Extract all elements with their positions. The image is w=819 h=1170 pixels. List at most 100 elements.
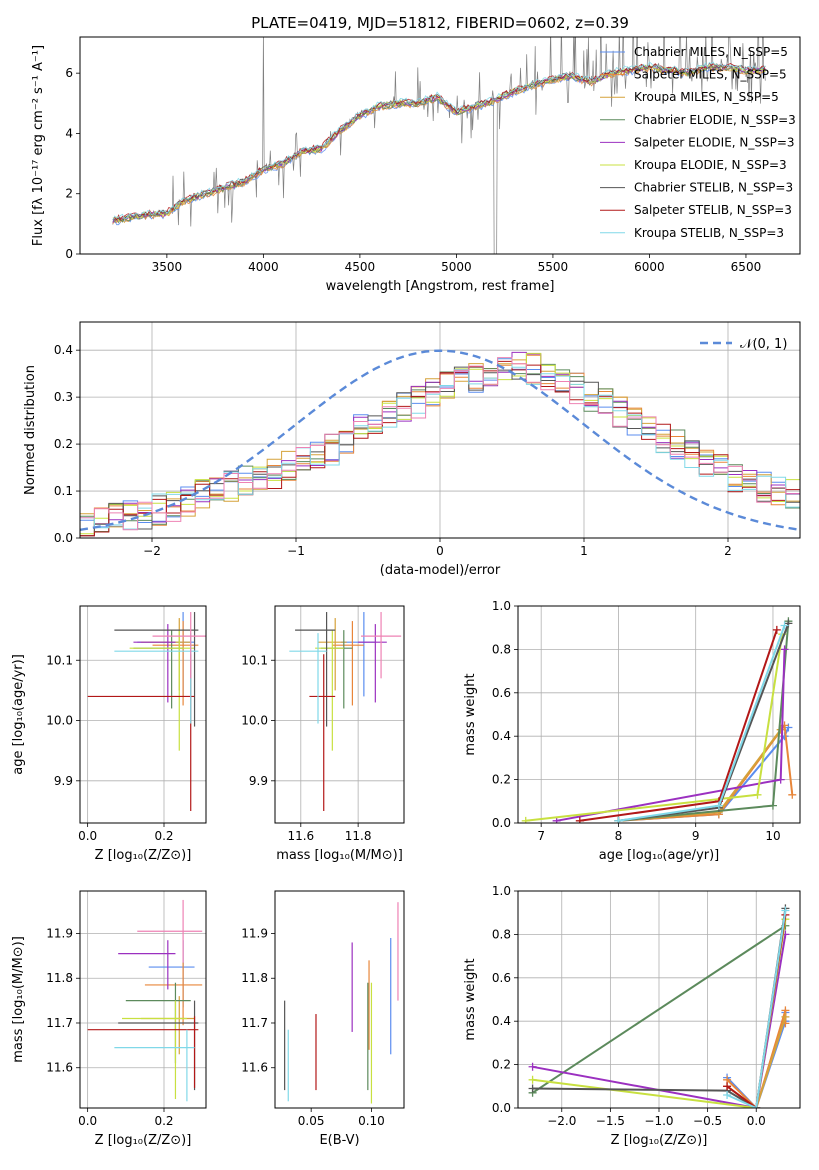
mass_vs_Z-xlabel: Z [log₁₀(Z/Z⊙)]: [95, 1133, 192, 1148]
weight_vs_age-axes: 7 8 9 10 0.0 0.2 0.4 0.6 0.8 1.0 age [log₁₀(age/yr…: [463, 599, 800, 863]
spectrum-xtick-label-4: 5500: [538, 260, 569, 274]
weight_vs_age-marker-chabrier_elodie-1: [768, 801, 777, 810]
residuals-ytick-label-2: 0.2: [54, 437, 73, 451]
weight_vs_Z-marker-salpeter_elodie-0: [528, 1062, 537, 1071]
mass_vs_EBV-plot: [284, 902, 399, 1104]
age_vs_Z-plot: [87, 612, 206, 811]
weight_vs_age-plot: [521, 617, 797, 823]
weight_vs_Z-marker-kroupa_stelib-2: [781, 906, 790, 915]
weight_vs_age-marker-salpeter_stelib-0: [575, 816, 584, 823]
weight_vs_Z-marker-kroupa_stelib-1: [752, 1104, 761, 1108]
residuals-hist-kroupa_elodie: [80, 352, 800, 535]
age_vs_mass-ytick-label-1: 10.0: [241, 714, 268, 728]
weight_vs_Z-marker-kroupa_elodie-0: [528, 1075, 537, 1084]
residuals-xtick-label-0: −2: [143, 544, 161, 558]
mass_vs_EBV-xlabel: E(B-V): [319, 1133, 359, 1148]
weight_vs_Z-marker-chabrier_stelib-0: [528, 1084, 537, 1093]
mass_vs_EBV-frame: [274, 890, 405, 1109]
mass_vs_Z-ytick-label-0: 11.6: [46, 1061, 73, 1075]
mass_vs_EBV-ytick-label-3: 11.9: [241, 927, 268, 941]
spectrum-ylabel: Flux [fλ 10⁻¹⁷ erg cm⁻² s⁻¹ A⁻¹]: [31, 45, 46, 246]
residuals-frame: [79, 321, 801, 539]
weight_vs_age-xtick-label-0: 7: [537, 829, 545, 843]
residuals-ytick-label-3: 0.3: [54, 390, 73, 404]
weight_vs_Z-marker-kroupa_stelib-0: [723, 1090, 732, 1099]
residuals-ytick-label-0: 0.0: [54, 531, 73, 545]
weight_vs_Z-xtick-label-2: −1.0: [644, 1114, 673, 1128]
age_vs_mass-ytick-label-2: 10.1: [241, 653, 268, 667]
legend-label-3: Chabrier ELODIE, N_SSP=3: [634, 113, 796, 127]
residuals-axes: −2 −1 0 1 2 0.0 0.1 0.2 0.3 0.4 (data-model)/error…: [23, 322, 800, 578]
age_vs_mass-xtick-label-0: 11.6: [287, 829, 314, 843]
weight_vs_age-marker-salpeter_miles-3: [788, 790, 797, 799]
weight_vs_age-xtick-label-1: 8: [615, 829, 623, 843]
mass_vs_EBV-ytick-label-0: 11.6: [241, 1061, 268, 1075]
spectrum-axes: 3500 4000 4500 5000 5500 6000 6500 0 2 4 6 waveleng…: [31, 45, 761, 294]
weight_vs_age-xtick-label-3: 10: [765, 829, 780, 843]
weight_vs_age-ytick-label-4: 0.8: [492, 642, 511, 656]
mass_vs_Z-ylabel: mass [log₁₀(M/M⊙)]: [11, 936, 26, 1063]
weight_vs_age-ytick-label-0: 0.0: [492, 816, 511, 830]
residuals-normal-curve: [80, 349, 800, 531]
residuals-xtick-label-2: 0: [436, 544, 444, 558]
mass_vs_EBV-ytick-label-2: 11.8: [241, 971, 268, 985]
spectrum-frame: [79, 36, 801, 255]
legend-label-6: Chabrier STELIB, N_SSP=3: [634, 181, 793, 195]
mass_vs_EBV-xtick-label-0: 0.05: [298, 1114, 325, 1128]
age_vs_mass-axes: 11.6 11.8 9.9 10.0 10.1 mass [log₁₀(M/M⊙)]: [241, 606, 404, 863]
weight_vs_age-ytick-label-2: 0.4: [492, 729, 511, 743]
weight_vs_Z-axes: −2.0 −1.5 −1.0 −0.5 0.0 0.0 0.2 0.4 0.6 0.8 1.0 Z […: [463, 884, 800, 1148]
weight_vs_age-marker-salpeter_elodie-2: [780, 645, 789, 654]
weight_vs_Z-line-chabrier_elodie: [532, 924, 786, 1094]
residuals-hist-pink: [80, 357, 800, 531]
mass_vs_EBV-axes: 0.05 0.10 11.6 11.7 11.8 11.9 E(B-V): [241, 927, 385, 1148]
weight_vs_age-ytick-label-5: 1.0: [492, 599, 511, 613]
weight_vs_age-marker-kroupa_stelib-0: [614, 816, 623, 823]
age_vs_mass-ytick-label-0: 9.9: [249, 774, 268, 788]
age_vs_Z-axes: 0.0 0.2 9.9 10.0 10.1 Z [log₁₀(Z/Z⊙)] age [log…: [11, 606, 206, 863]
weight_vs_age-marker-kroupa_stelib-1: [714, 801, 723, 810]
residuals-hist-salpeter_stelib: [80, 360, 800, 537]
weight_vs_age-line-chabrier_elodie: [618, 621, 790, 822]
spectrum-xtick-label-5: 6000: [634, 260, 665, 274]
mass_vs_EBV-ytick-label-1: 11.7: [241, 1016, 268, 1030]
weight_vs_age-marker-kroupa_elodie-0: [521, 816, 530, 823]
weight_vs_Z-ylabel: mass weight: [463, 958, 478, 1040]
residuals-xlabel: (data-model)/error: [380, 563, 501, 578]
weight_vs_Z-marker-kroupa_miles-2: [781, 1012, 790, 1021]
weight_vs_Z-ytick-label-5: 1.0: [492, 884, 511, 898]
age_vs_mass-xlabel: mass [log₁₀(M/M⊙)]: [276, 848, 403, 863]
weight_vs_Z-ytick-label-1: 0.2: [492, 1058, 511, 1072]
mass_vs_Z-xtick-label-0: 0.0: [78, 1114, 97, 1128]
spectrum-xtick-label-2: 4500: [345, 260, 376, 274]
mass_vs_Z-axes: 0.0 0.2 11.6 11.7 11.8 11.9 Z [log₁₀(Z/Z⊙)] mas…: [11, 891, 206, 1148]
spectrum-xtick-label-3: 5000: [441, 260, 472, 274]
residuals-legend-label: 𝒩(0, 1): [740, 337, 787, 352]
mass_vs_Z-ytick-label-1: 11.7: [46, 1016, 73, 1030]
weight_vs_age-marker-kroupa_elodie-1: [753, 790, 762, 799]
weight_vs_Z-ytick-label-2: 0.4: [492, 1014, 511, 1028]
weight_vs_age-xlabel: age [log₁₀(age/yr)]: [599, 848, 720, 863]
residuals-ylabel: Normed distribution: [23, 365, 38, 495]
age_vs_mass-frame: [274, 605, 405, 824]
weight_vs_age-frame: [517, 605, 801, 824]
spectrum-xlabel: wavelength [Angstrom, rest frame]: [326, 279, 555, 294]
residuals-xtick-label-3: 1: [580, 544, 588, 558]
weight_vs_age-line-kroupa_stelib: [618, 625, 786, 822]
spectrum-ytick-label-1: 2: [65, 187, 73, 201]
residuals-xtick-label-4: 2: [724, 544, 732, 558]
mass_vs_Z-frame: [79, 890, 207, 1109]
weight_vs_Z-xtick-label-4: 0.0: [747, 1114, 766, 1128]
mass_vs_Z-ytick-label-3: 11.9: [46, 927, 73, 941]
mass_vs_Z-ytick-label-2: 11.8: [46, 971, 73, 985]
weight_vs_age-marker-kroupa_stelib-2: [780, 621, 789, 630]
weight_vs_age-xtick-label-2: 9: [692, 829, 700, 843]
age_vs_Z-xlabel: Z [log₁₀(Z/Z⊙)]: [95, 848, 192, 863]
spectrum-plot: [112, 37, 766, 254]
spectrum-legend: Chabrier MILES, N_SSP=5 Salpeter MILES, N…: [600, 45, 796, 240]
spectrum-ytick-label-2: 4: [65, 126, 73, 140]
spectrum-ytick-label-0: 0: [65, 247, 73, 261]
age_vs_Z-ytick-label-1: 10.0: [46, 714, 73, 728]
age_vs_Z-ylabel: age [log₁₀(age/yr)]: [11, 654, 26, 775]
